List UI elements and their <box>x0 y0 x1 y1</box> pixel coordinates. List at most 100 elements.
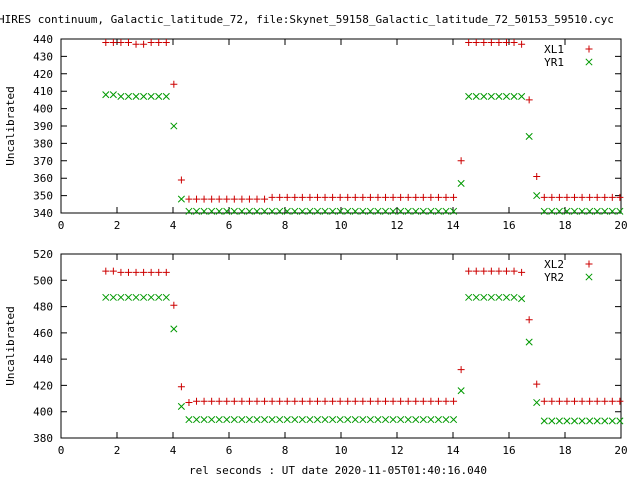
data-point <box>540 397 548 405</box>
data-point <box>298 397 306 405</box>
legend-marker <box>585 45 593 53</box>
y-tick-label: 420 <box>33 68 53 81</box>
data-point <box>117 38 125 46</box>
data-point <box>132 40 140 48</box>
data-point <box>336 416 344 424</box>
data-point <box>450 193 458 201</box>
data-point <box>245 397 253 405</box>
data-point <box>518 92 526 100</box>
data-point <box>109 38 117 46</box>
data-point <box>616 397 624 405</box>
data-point <box>586 397 594 405</box>
data-point <box>555 417 563 425</box>
x-tick-label: 18 <box>558 444 571 457</box>
x-tick-label: 2 <box>114 219 121 232</box>
data-point <box>465 267 473 275</box>
legend-label: XL2 <box>544 258 564 271</box>
y-tick-label: 340 <box>33 207 53 220</box>
data-point <box>208 195 216 203</box>
data-point <box>223 397 231 405</box>
data-point <box>525 132 533 140</box>
data-point <box>177 195 185 203</box>
data-point <box>404 397 412 405</box>
data-point <box>578 417 586 425</box>
data-point <box>510 293 518 301</box>
data-point <box>215 416 223 424</box>
data-point <box>351 207 359 215</box>
data-point <box>344 193 352 201</box>
data-point <box>457 179 465 187</box>
data-point <box>140 293 148 301</box>
data-point <box>427 193 435 201</box>
data-point <box>162 293 170 301</box>
data-point <box>366 193 374 201</box>
data-point <box>601 417 609 425</box>
data-point <box>601 207 609 215</box>
data-point <box>434 207 442 215</box>
data-point <box>155 92 163 100</box>
data-point <box>472 92 480 100</box>
data-point <box>132 293 140 301</box>
legend-label: YR2 <box>544 271 564 284</box>
data-point <box>548 397 556 405</box>
data-point <box>359 416 367 424</box>
y-tick-label: 480 <box>33 301 53 314</box>
data-point <box>200 397 208 405</box>
data-point <box>374 207 382 215</box>
x-tick-label: 14 <box>446 219 460 232</box>
x-tick-label: 6 <box>226 444 233 457</box>
y-tick-label: 500 <box>33 274 53 287</box>
data-point <box>608 417 616 425</box>
series-XL2 <box>102 267 624 407</box>
x-tick-label: 8 <box>282 219 289 232</box>
data-point <box>616 417 624 425</box>
data-point <box>321 207 329 215</box>
data-point <box>313 397 321 405</box>
data-point <box>571 193 579 201</box>
y-tick-label: 360 <box>33 172 53 185</box>
data-point <box>593 397 601 405</box>
data-point <box>487 38 495 46</box>
data-point <box>268 207 276 215</box>
x-tick-label: 16 <box>502 219 515 232</box>
y-tick-label: 520 <box>33 248 53 261</box>
data-point <box>465 293 473 301</box>
data-point <box>450 416 458 424</box>
x-tick-label: 0 <box>58 444 65 457</box>
data-point <box>351 416 359 424</box>
data-point <box>381 416 390 424</box>
data-point <box>329 416 337 424</box>
data-point <box>245 207 253 215</box>
data-point <box>276 416 284 424</box>
data-point <box>306 207 314 215</box>
data-point <box>215 207 223 215</box>
data-point <box>616 207 624 215</box>
data-point <box>419 416 427 424</box>
data-point <box>366 207 374 215</box>
data-point <box>442 397 450 405</box>
data-point <box>140 268 148 276</box>
data-point <box>276 207 284 215</box>
data-point <box>434 397 442 405</box>
data-point <box>117 293 125 301</box>
data-point <box>162 92 170 100</box>
data-point <box>548 193 556 201</box>
data-point <box>525 338 533 346</box>
data-point <box>457 157 465 165</box>
data-point <box>608 207 616 215</box>
data-point <box>238 397 246 405</box>
data-point <box>533 192 541 200</box>
data-point <box>238 207 246 215</box>
x-axis-label: rel seconds : UT date 2020-11-05T01:40:1… <box>189 464 487 477</box>
data-point <box>230 195 238 203</box>
data-point <box>495 267 503 275</box>
data-point <box>276 193 284 201</box>
data-point <box>291 207 299 215</box>
data-point <box>533 398 541 407</box>
y-tick-label: 380 <box>33 137 53 150</box>
data-point <box>366 416 374 424</box>
data-point <box>291 193 299 201</box>
data-point <box>480 293 488 301</box>
data-point <box>480 267 488 275</box>
data-point <box>608 397 616 405</box>
